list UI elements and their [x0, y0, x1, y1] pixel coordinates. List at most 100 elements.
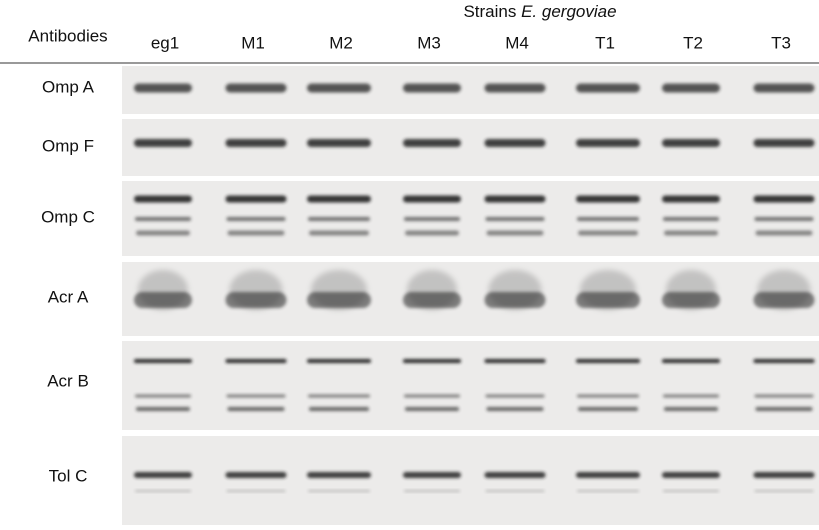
band — [577, 217, 639, 221]
band — [307, 195, 371, 203]
band — [662, 83, 720, 93]
band — [225, 472, 287, 478]
band — [662, 139, 720, 147]
band — [485, 490, 545, 492]
blot-panel — [122, 119, 819, 176]
band — [226, 490, 286, 492]
band — [226, 217, 286, 221]
lane-label: T1 — [595, 33, 615, 52]
band — [135, 490, 191, 492]
band — [134, 139, 192, 147]
row-header: Antibodies — [28, 26, 107, 45]
lane-label: T2 — [683, 33, 703, 52]
band — [135, 394, 191, 398]
band — [403, 83, 461, 93]
band — [225, 292, 287, 308]
row-label: Acr B — [47, 371, 89, 390]
band — [576, 139, 640, 147]
band — [484, 472, 546, 478]
band — [753, 359, 815, 363]
band — [662, 472, 720, 478]
lane-label: T3 — [771, 33, 791, 52]
band — [663, 490, 719, 492]
band — [307, 292, 371, 308]
band — [576, 292, 640, 308]
band — [403, 139, 461, 147]
band — [663, 217, 719, 221]
band — [664, 230, 718, 236]
band — [753, 139, 815, 147]
band — [755, 407, 813, 411]
band — [134, 292, 192, 308]
strains-header: Strains E. gergoviae — [463, 2, 616, 21]
band — [404, 394, 460, 398]
band — [309, 230, 369, 236]
band — [753, 83, 815, 93]
band — [576, 472, 640, 478]
band — [225, 195, 287, 203]
band — [577, 490, 639, 492]
band — [225, 83, 287, 93]
band — [136, 407, 190, 411]
blot-panel — [122, 341, 819, 430]
band — [226, 394, 286, 398]
band — [578, 407, 638, 411]
band — [484, 292, 546, 308]
band — [307, 472, 371, 478]
row-label: Tol C — [49, 466, 88, 485]
row-label: Omp F — [42, 136, 94, 155]
lane-label: M4 — [505, 33, 529, 52]
band — [484, 83, 546, 93]
band — [308, 394, 370, 398]
band — [405, 230, 459, 236]
band — [225, 139, 287, 147]
band — [485, 394, 545, 398]
band — [663, 394, 719, 398]
band — [664, 407, 718, 411]
band — [134, 472, 192, 478]
band — [754, 217, 814, 221]
row-label: Omp C — [41, 207, 95, 226]
band — [755, 230, 813, 236]
lane-label: M3 — [417, 33, 441, 52]
blot-panel — [122, 436, 819, 525]
band — [486, 230, 544, 236]
band — [486, 407, 544, 411]
band — [227, 230, 285, 236]
band — [308, 490, 370, 492]
band — [405, 407, 459, 411]
band — [662, 292, 720, 308]
band — [484, 195, 546, 203]
strains-label: Strains — [463, 2, 516, 21]
band — [754, 394, 814, 398]
row-label: Omp A — [42, 77, 95, 96]
row-label: Acr A — [48, 287, 89, 306]
band — [753, 472, 815, 478]
band — [134, 359, 192, 363]
band — [309, 407, 369, 411]
band — [404, 217, 460, 221]
band — [578, 230, 638, 236]
band — [307, 83, 371, 93]
lane-label: M1 — [241, 33, 265, 52]
band — [662, 359, 720, 363]
band — [307, 359, 371, 363]
band — [484, 359, 546, 363]
band — [576, 359, 640, 363]
lane-labels: eg1 M1 M2 M3 M4 T1 T2 T3 — [151, 33, 791, 52]
band — [753, 195, 815, 203]
band — [135, 217, 191, 221]
band — [134, 83, 192, 93]
band — [485, 217, 545, 221]
band — [225, 359, 287, 363]
band — [577, 394, 639, 398]
species-label: E. gergoviae — [521, 2, 616, 21]
band — [227, 407, 285, 411]
blot-panels — [122, 66, 819, 525]
band — [307, 139, 371, 147]
band — [308, 217, 370, 221]
band — [576, 195, 640, 203]
band — [136, 230, 190, 236]
